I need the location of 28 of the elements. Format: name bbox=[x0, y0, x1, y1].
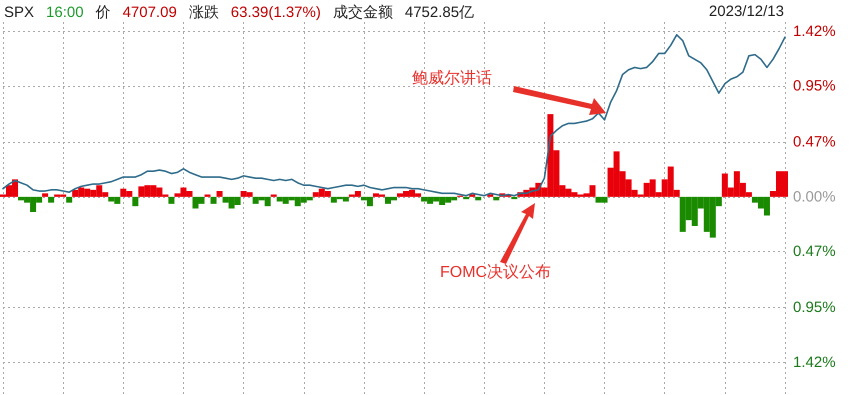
text: 4707.09 bbox=[122, 4, 177, 21]
y-tick-label: 0.95% bbox=[793, 78, 836, 95]
bar bbox=[475, 196, 482, 200]
bar bbox=[66, 196, 72, 203]
bar bbox=[48, 196, 54, 203]
y-tick-label: 1.42% bbox=[793, 22, 836, 40]
y-tick-label: 0.00% bbox=[793, 188, 836, 206]
text: 16:00 bbox=[46, 4, 84, 21]
bar bbox=[210, 196, 217, 204]
bar bbox=[168, 196, 174, 204]
annotation: FOMC决议公布 bbox=[440, 262, 552, 283]
text: 63.39(1.37%) bbox=[230, 4, 321, 21]
y-tick-label: 0.95% bbox=[793, 299, 836, 316]
annotation: 鲍威尔讲话 bbox=[412, 68, 492, 89]
bar bbox=[216, 191, 223, 197]
text: 4752.85亿 bbox=[404, 4, 474, 21]
y-tick-label: 0.47% bbox=[793, 134, 836, 151]
y-tick-label: 1.42% bbox=[793, 354, 836, 371]
chart-title: SPX bbox=[4, 4, 34, 21]
line-series bbox=[2, 34, 786, 196]
text: 2023/12/13 bbox=[708, 3, 784, 20]
text: 价 bbox=[96, 4, 111, 21]
y-tick-label: 0.47% bbox=[793, 243, 836, 260]
bar bbox=[42, 193, 48, 197]
bar bbox=[132, 196, 138, 206]
text: 成交金额 bbox=[332, 4, 393, 21]
text: 涨跌 bbox=[188, 4, 219, 21]
bar bbox=[493, 196, 500, 200]
